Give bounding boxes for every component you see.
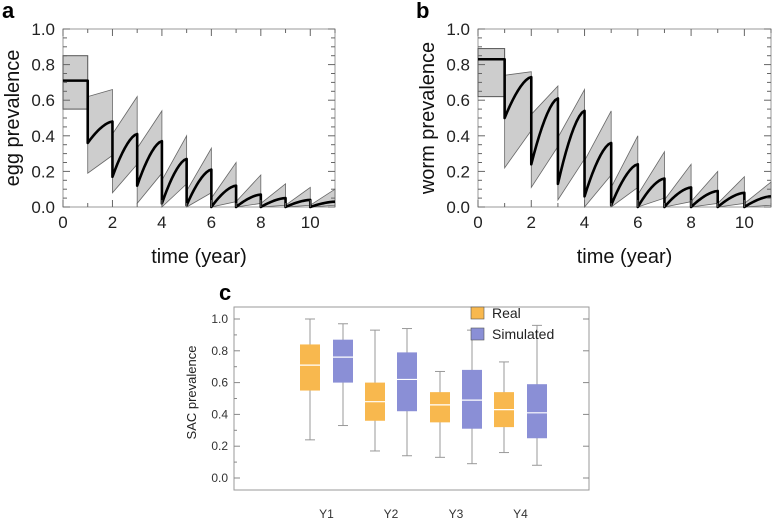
panel-c-y-tick-label: 1.0: [211, 312, 228, 326]
panel-b-x-tick-label: 8: [686, 213, 695, 232]
panel-a-y-tick-label: 0.0: [31, 198, 55, 217]
panel-a-y-tick-label: 0.6: [31, 91, 55, 110]
panel-a-letter: a: [2, 0, 15, 23]
panel-a-band-segment: [112, 95, 138, 194]
panel-b-band-segment: [504, 71, 532, 170]
panel-a-band-segment: [235, 173, 262, 208]
panel-c-y-axis-label: SAC prevalence: [184, 346, 199, 440]
panel-b-x-tick-label: 2: [527, 213, 536, 232]
panel-b-x-tick-label: 6: [633, 213, 642, 232]
panel-b-y-tick-label: 0.6: [446, 91, 470, 110]
panel-b-x-tick-label: 0: [473, 213, 482, 232]
panel-b-x-axis-label: time (year): [577, 246, 673, 268]
panel-a-x-tick-label: 4: [157, 213, 166, 232]
panel-b-y-tick-label: 0.8: [446, 56, 470, 75]
panel-a-x-axis-label: time (year): [151, 246, 247, 268]
panel-c-category-label: Y4: [513, 507, 528, 521]
panel-b-band-segment: [664, 163, 692, 208]
panel-a-x-tick-label: 2: [108, 213, 117, 232]
panel-c-y-tick-label: 0.4: [211, 407, 228, 421]
panel-a-band-segment: [87, 88, 113, 174]
panel-a-x-tick-label: 8: [256, 213, 265, 232]
panel-b-y-tick-label: 0.0: [446, 198, 470, 217]
panel-b-y-tick-label: 0.2: [446, 162, 470, 181]
panel-a-egg-prevalence: a 0 2 4 6 8 10 0.0 0.2 0.4 0.6 0.8 1.0 time (year) eg…: [2, 0, 336, 268]
panel-a-x-tick-label: 10: [301, 213, 320, 232]
box-simulated-y4: [527, 384, 547, 439]
panel-a-y-axis-label: egg prevalence: [2, 50, 24, 187]
panel-c-category-label: Y2: [384, 507, 399, 521]
panel-c-letter: c: [219, 280, 231, 305]
panel-b-letter: b: [416, 0, 429, 23]
panel-a-y-tick-label: 0.2: [31, 162, 55, 181]
panel-a-mean-line: [63, 79, 336, 209]
box-simulated-y1: [333, 339, 353, 383]
panel-b-baseline-band: [477, 48, 506, 98]
panel-c-category-label: Y1: [319, 507, 334, 521]
panel-c-sac-prevalence: c 0.0 0.2 0.4 0.6 0.8 1.0 SAC prevalence Y1 Y2 Y3…: [184, 280, 590, 521]
panel-c-category-label: Y3: [449, 507, 464, 521]
legend-label-real: Real: [492, 305, 521, 321]
panel-a-x-tick-label: 6: [207, 213, 216, 232]
panel-c-y-tick-label: 0.8: [211, 344, 228, 358]
panel-a-x-tick-label: 0: [58, 213, 67, 232]
panel-b-band-segment: [557, 87, 585, 202]
legend-swatch-simulated: [470, 327, 485, 341]
panel-b-worm-prevalence: b 0 2 4 6 8 10 0.0 0.2 0.4 0.6 0.8 1.0 time (year) wo…: [416, 0, 772, 268]
box-real-y3: [430, 392, 450, 423]
legend-label-simulated: Simulated: [492, 326, 554, 342]
panel-b-x-tick-label: 10: [735, 213, 754, 232]
panel-c-y-tick-label: 0.0: [211, 471, 228, 485]
panel-a-y-tick-label: 0.8: [31, 56, 55, 75]
panel-b-y-tick-label: 1.0: [446, 20, 470, 39]
panel-b-x-tick-label: 4: [580, 213, 589, 232]
box-simulated-y3: [462, 369, 482, 429]
panel-a-y-tick-label: 1.0: [31, 20, 55, 39]
panel-b-mean-line: [478, 57, 772, 209]
panel-b-y-axis-label: worm prevalence: [417, 42, 439, 195]
box-simulated-y2: [397, 352, 417, 412]
panel-c-y-tick-label: 0.6: [211, 376, 228, 390]
panel-c-y-tick-label: 0.2: [211, 439, 228, 453]
legend-swatch-real: [470, 306, 485, 320]
panel-b-y-tick-label: 0.4: [446, 127, 470, 146]
box-real-y1: [300, 344, 320, 391]
panel-a-y-tick-label: 0.4: [31, 127, 55, 146]
